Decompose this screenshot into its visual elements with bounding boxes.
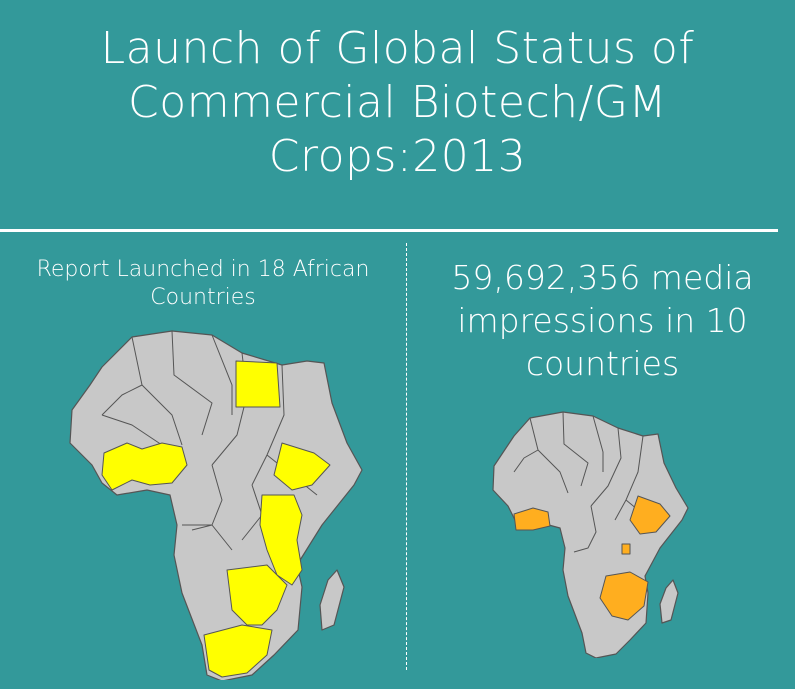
left-heading-line-1: Report Launched in 18 African — [36, 257, 370, 282]
ethiopia-highlight-right — [629, 495, 671, 535]
right-heading-line-1: 59,692,356 media — [451, 258, 754, 297]
highlighted-countries-right — [513, 495, 671, 621]
africa-map-right — [492, 411, 689, 658]
left-panel-heading: Report Launched in 18 African Countries — [0, 256, 406, 312]
west-africa-highlight-right — [513, 507, 551, 531]
left-heading-line-2: Countries — [150, 285, 256, 310]
southern-africa-highlight-right — [599, 571, 649, 621]
vertical-divider — [406, 243, 407, 670]
southern-africa-highlight — [226, 564, 288, 626]
madagascar-right — [659, 579, 679, 624]
highlighted-countries-left — [101, 360, 331, 678]
africa-map-left — [69, 330, 363, 680]
south-africa-highlight — [203, 624, 273, 678]
right-heading-line-2: impressions in 10 — [457, 301, 748, 340]
west-africa-highlight — [101, 442, 188, 491]
africa-landmass-right — [492, 411, 689, 658]
title-line-1: Launch of Global Status of — [100, 23, 695, 74]
ethiopia-highlight — [273, 442, 331, 491]
uganda-highlight-right — [621, 543, 631, 555]
title-line-2: Commercial Biotech/GM — [128, 77, 667, 128]
page-title: Launch of Global Status of Commercial Bi… — [0, 22, 795, 184]
right-heading-line-3: countries — [525, 344, 680, 383]
egypt-highlight — [235, 360, 281, 408]
africa-landmass — [69, 330, 363, 680]
east-africa-highlight — [259, 494, 303, 586]
title-line-3: Crops:2013 — [268, 131, 527, 182]
right-panel-heading: 59,692,356 media impressions in 10 count… — [410, 256, 795, 385]
madagascar — [319, 569, 345, 631]
horizontal-divider — [0, 229, 778, 232]
